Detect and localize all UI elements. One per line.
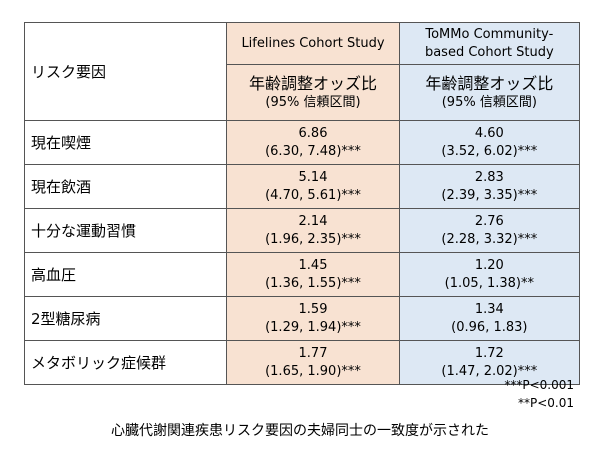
confidence-interval: (1.96, 2.35)*** <box>265 231 361 247</box>
cohort-a-name: Lifelines Cohort Study <box>241 35 385 51</box>
cohort-b-value: 2.76 (2.28, 3.32)*** <box>398 208 581 253</box>
cohort-a-header: Lifelines Cohort Study <box>226 22 400 65</box>
cohort-b-value: 1.20 (1.05, 1.38)** <box>398 252 581 297</box>
table-row: 現在飲酒 5.14 (4.70, 5.61)*** 2.83 (2.39, 3.35… <box>23 164 581 209</box>
factor-cell: 十分な運動習慣 <box>23 208 228 253</box>
odds-ratio: 4.60 <box>474 125 504 141</box>
factor-header-label: リスク要因 <box>31 63 107 81</box>
confidence-interval: (2.39, 3.35)*** <box>441 187 538 203</box>
confidence-interval: (1.36, 1.55)*** <box>265 275 361 291</box>
odds-ratio: 5.14 <box>298 169 328 185</box>
stat-main-label-b: 年齢調整オッズ比 <box>425 73 554 93</box>
confidence-interval: (0.96, 1.83) <box>451 319 528 335</box>
cohort-a-value: 1.45 (1.36, 1.55)*** <box>226 252 400 297</box>
confidence-interval: (1.65, 1.90)*** <box>265 363 361 379</box>
cohort-b-value: 2.83 (2.39, 3.35)*** <box>398 164 581 209</box>
figure-caption: 心臓代謝関連疾患リスク要因の夫婦同士の一致度が示された <box>111 423 489 439</box>
factor-header-cell: リスク要因 <box>23 22 228 121</box>
factor-cell: 現在飲酒 <box>23 164 228 209</box>
odds-ratio: 1.77 <box>298 345 328 361</box>
odds-ratio: 2.76 <box>474 213 504 229</box>
odds-ratio: 1.59 <box>298 301 328 317</box>
footnote-p001: ***P<0.001 <box>504 378 574 392</box>
cohort-b-stat-header: 年齢調整オッズ比 (95% 信頼区間) <box>398 64 581 121</box>
cohort-a-stat-header: 年齢調整オッズ比 (95% 信頼区間) <box>226 64 400 121</box>
confidence-interval: (4.70, 5.61)*** <box>265 187 361 203</box>
odds-ratio: 1.34 <box>474 301 504 317</box>
table-row: メタボリック症候群 1.77 (1.65, 1.90)*** 1.72 (1.47,… <box>23 340 581 385</box>
cohort-a-value: 6.86 (6.30, 7.48)*** <box>226 120 400 165</box>
cohort-a-value: 5.14 (4.70, 5.61)*** <box>226 164 400 209</box>
table-row: 現在喫煙 6.86 (6.30, 7.48)*** 4.60 (3.52, 6.02… <box>23 120 581 165</box>
table-row: 十分な運動習慣 2.14 (1.96, 2.35)*** 2.76 (2.28, 3… <box>23 208 581 253</box>
confidence-interval: (1.47, 2.02)*** <box>441 363 538 379</box>
table-row: 2型糖尿病 1.59 (1.29, 1.94)*** 1.34 (0.96, 1.8… <box>23 296 581 341</box>
confidence-interval: (1.05, 1.38)** <box>444 275 534 291</box>
cohort-a-value: 2.14 (1.96, 2.35)*** <box>226 208 400 253</box>
confidence-interval: (3.52, 6.02)*** <box>441 143 538 159</box>
stat-main-label-a: 年齢調整オッズ比 <box>249 73 378 93</box>
factor-cell: メタボリック症候群 <box>23 340 228 385</box>
table-row: 高血圧 1.45 (1.36, 1.55)*** 1.20 (1.05, 1.38)… <box>23 252 581 297</box>
cohort-b-name-line1: ToMMo Community- <box>425 26 554 42</box>
odds-ratio: 6.86 <box>298 125 328 141</box>
factor-cell: 現在喫煙 <box>23 120 228 165</box>
confidence-interval: (1.29, 1.94)*** <box>265 319 361 335</box>
odds-ratio: 2.14 <box>298 213 328 229</box>
cohort-a-value: 1.77 (1.65, 1.90)*** <box>226 340 400 385</box>
confidence-interval: (2.28, 3.32)*** <box>441 231 538 247</box>
odds-ratio-table: リスク要因 Lifelines Cohort Study ToMMo Commu… <box>23 22 581 385</box>
cohort-b-value: 1.72 (1.47, 2.02)*** <box>398 340 581 385</box>
cohort-b-value: 1.34 (0.96, 1.83) <box>398 296 581 341</box>
factor-cell: 2型糖尿病 <box>23 296 228 341</box>
stat-sub-label-a: (95% 信頼区間) <box>265 94 361 110</box>
cohort-b-value: 4.60 (3.52, 6.02)*** <box>398 120 581 165</box>
odds-ratio: 1.72 <box>474 345 504 361</box>
cohort-b-header: ToMMo Community- based Cohort Study <box>398 22 581 65</box>
footnote-p01: **P<0.01 <box>517 396 574 410</box>
stat-sub-label-b: (95% 信頼区間) <box>441 94 537 110</box>
odds-ratio: 2.83 <box>474 169 504 185</box>
confidence-interval: (6.30, 7.48)*** <box>265 143 361 159</box>
factor-cell: 高血圧 <box>23 252 228 297</box>
cohort-a-value: 1.59 (1.29, 1.94)*** <box>226 296 400 341</box>
cohort-b-name-line2: based Cohort Study <box>424 44 554 60</box>
odds-ratio: 1.20 <box>474 257 504 273</box>
odds-ratio: 1.45 <box>298 257 328 273</box>
